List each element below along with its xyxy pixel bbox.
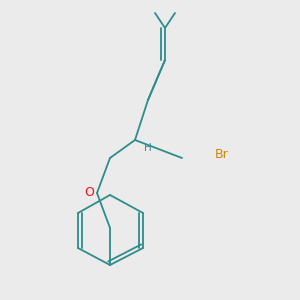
Text: H: H [144,143,152,153]
Text: O: O [84,185,94,199]
Text: Br: Br [215,148,229,161]
